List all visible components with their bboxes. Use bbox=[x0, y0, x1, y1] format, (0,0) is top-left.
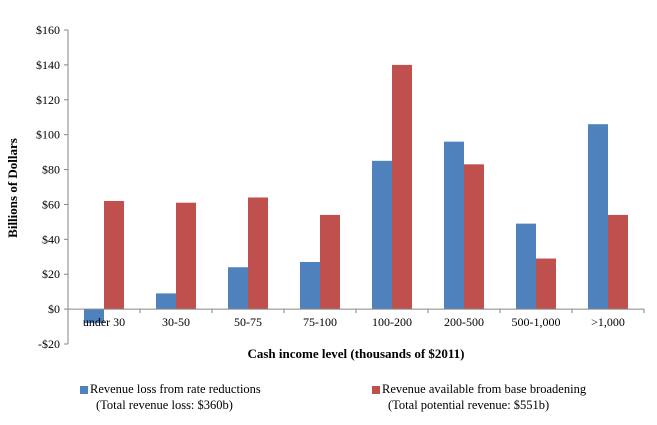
x-axis-ticks: under 30 30-50 50-75 75-100 100-200 200-500 50… bbox=[67, 309, 645, 329]
y-tick-label: $140 bbox=[36, 58, 60, 72]
bar-rate-reduction-5 bbox=[444, 141, 464, 310]
x-tick-label: 100-200 bbox=[372, 315, 412, 329]
x-tick-label: 500-1,000 bbox=[512, 315, 561, 329]
bar-rate-reduction-4 bbox=[372, 160, 392, 310]
y-tick-label: $20 bbox=[42, 267, 60, 281]
bar-rate-reduction-0 bbox=[84, 309, 104, 324]
bar-base-broadening-2 bbox=[248, 197, 268, 310]
bar-rate-reduction-3 bbox=[300, 262, 320, 310]
bar-chart: -$20 $0 $20 $40 $60 $80 $100 $120 $140 $160 under… bbox=[5, 23, 645, 361]
y-tick-label: $60 bbox=[42, 197, 60, 211]
y-tick-label: $40 bbox=[42, 232, 60, 246]
bar-rate-reduction-1 bbox=[156, 293, 176, 310]
x-tick-label: 50-75 bbox=[234, 315, 262, 329]
y-tick-label: $80 bbox=[42, 163, 60, 177]
legend-note: (Total revenue loss: $360b) bbox=[96, 398, 233, 412]
legend-swatch-blue bbox=[80, 386, 88, 394]
bar-base-broadening-4 bbox=[392, 64, 412, 310]
bar-rate-reduction-6 bbox=[516, 223, 536, 310]
x-tick-label: under 30 bbox=[83, 315, 125, 329]
bar-base-broadening-3 bbox=[320, 214, 340, 310]
legend-note: (Total potential revenue: $551b) bbox=[388, 398, 550, 412]
legend-swatch-red bbox=[372, 386, 380, 394]
y-tick-label: $0 bbox=[48, 302, 60, 316]
axes bbox=[67, 30, 644, 344]
bar-base-broadening-1 bbox=[176, 202, 196, 310]
bar-rate-reduction-2 bbox=[228, 267, 248, 310]
legend-label: Revenue available from base broadening bbox=[382, 382, 587, 396]
legend: Revenue loss from rate reductions (Total… bbox=[0, 382, 657, 422]
x-tick-label: 200-500 bbox=[444, 315, 484, 329]
x-tick-label: 30-50 bbox=[162, 315, 190, 329]
x-tick-label: >1,000 bbox=[591, 315, 625, 329]
bar-base-broadening-5 bbox=[464, 164, 484, 310]
bar-base-broadening-6 bbox=[536, 258, 556, 310]
bar-base-broadening-7 bbox=[608, 214, 628, 310]
y-tick-label: $160 bbox=[36, 23, 60, 37]
y-tick-label: -$20 bbox=[38, 337, 60, 351]
y-axis-title: Billions of Dollars bbox=[5, 138, 20, 238]
y-tick-label: $120 bbox=[36, 93, 60, 107]
legend-label: Revenue loss from rate reductions bbox=[90, 382, 261, 396]
bar-base-broadening-0 bbox=[104, 200, 124, 310]
bars bbox=[84, 64, 628, 324]
x-tick-label: 75-100 bbox=[303, 315, 337, 329]
y-tick-label: $100 bbox=[36, 128, 60, 142]
x-axis-title: Cash income level (thousands of $2011) bbox=[247, 346, 464, 361]
bar-rate-reduction-7 bbox=[588, 124, 608, 310]
y-axis-ticks: -$20 $0 $20 $40 $60 $80 $100 $120 $140 $160 bbox=[36, 23, 68, 351]
